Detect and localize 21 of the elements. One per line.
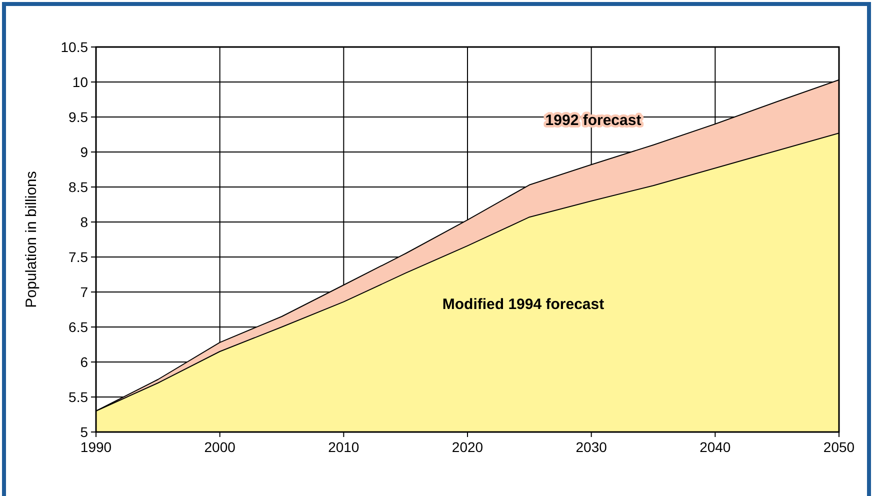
y-tick-label: 9.5 [68, 108, 88, 125]
y-tick-label: 6 [80, 354, 88, 370]
x-tick-label: 2010 [328, 439, 360, 455]
series-label: Modified 1994 forecast [442, 296, 604, 313]
x-tick-label: 1990 [80, 439, 112, 455]
x-tick-label: 2050 [823, 439, 855, 455]
y-tick-label: 8.5 [68, 178, 88, 195]
y-tick-label: 8 [80, 214, 88, 230]
y-tick-label: 7.5 [68, 248, 88, 265]
y-axis-title: Population in billions [23, 171, 40, 308]
y-tick-label: 7 [80, 284, 88, 300]
x-tick-label: 2000 [204, 439, 236, 455]
y-tick-label: 6.5 [68, 318, 88, 335]
x-tick-label: 2040 [700, 439, 731, 455]
x-tick-label: 2030 [576, 439, 608, 455]
y-tick-label: 5.5 [68, 388, 88, 405]
y-tick-label: 10 [72, 74, 88, 90]
y-tick-label: 5 [80, 424, 88, 440]
x-tick-label: 2020 [452, 439, 484, 455]
y-tick-label: 10.5 [60, 38, 88, 55]
y-tick-label: 9 [80, 144, 88, 160]
